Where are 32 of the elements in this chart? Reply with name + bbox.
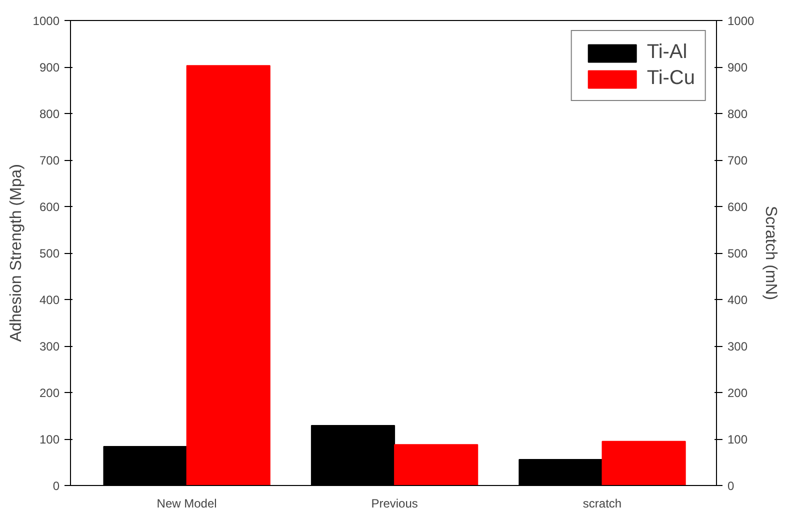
y2-tick-label: 900 (728, 60, 748, 74)
x-tick-label: scratch (582, 496, 622, 510)
y-tick-label: 200 (39, 386, 60, 400)
y2-tick-label: 500 (728, 246, 748, 260)
bar (602, 440, 686, 486)
legend-label: Ti-Cu (646, 67, 695, 90)
y2-tick-label: 600 (728, 200, 748, 214)
y2-tick-label: 1000 (728, 14, 755, 28)
y2-axis-title: Scratch (mN) (762, 206, 780, 300)
y-tick-label: 800 (39, 107, 60, 121)
y2-tick-label: 100 (728, 432, 748, 446)
y-tick-label: 300 (39, 340, 60, 354)
y2-tick-label: 400 (728, 293, 748, 307)
y-tick-label: 1000 (32, 14, 60, 28)
y-tick-label: 0 (52, 479, 60, 493)
y-tick-label: 100 (39, 432, 60, 446)
y-tick-label: 400 (39, 293, 60, 307)
y2-tick-label: 200 (728, 386, 748, 400)
y2-tick-label: 800 (728, 107, 748, 121)
x-tick-label: Previous (371, 496, 418, 510)
y-tick-label: 700 (39, 154, 60, 168)
bar (394, 444, 478, 486)
y-axis-title: Adhesion Strength (Mpa) (8, 164, 25, 342)
bar (186, 65, 270, 486)
y2-tick-label: 700 (728, 154, 748, 168)
y-tick-label: 500 (39, 246, 60, 260)
x-tick-label: New Model (156, 496, 217, 510)
y-tick-label: 600 (39, 200, 60, 214)
y2-tick-label: 0 (728, 479, 734, 493)
y2-tick-label: 300 (728, 340, 748, 354)
legend-label: Ti-Al (646, 41, 688, 64)
y-tick-label: 900 (39, 60, 60, 74)
